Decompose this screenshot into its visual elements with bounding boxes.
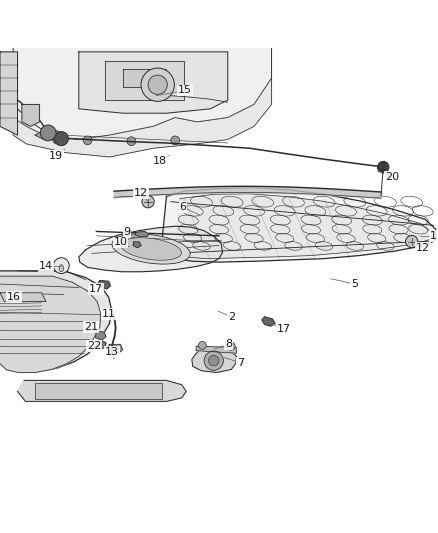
Text: 12: 12 xyxy=(416,243,430,253)
Polygon shape xyxy=(0,271,112,372)
Circle shape xyxy=(148,75,167,94)
Circle shape xyxy=(378,161,389,173)
Circle shape xyxy=(171,136,180,145)
Text: 22: 22 xyxy=(87,341,101,351)
Text: 11: 11 xyxy=(102,309,116,319)
Circle shape xyxy=(204,351,223,370)
Text: 2: 2 xyxy=(228,312,235,322)
Text: 19: 19 xyxy=(49,151,63,161)
Ellipse shape xyxy=(59,265,64,272)
Text: 17: 17 xyxy=(277,324,291,334)
Polygon shape xyxy=(13,47,272,140)
Polygon shape xyxy=(0,293,46,302)
Polygon shape xyxy=(18,381,186,401)
Polygon shape xyxy=(107,344,123,353)
Polygon shape xyxy=(378,162,385,171)
Circle shape xyxy=(227,342,235,350)
Circle shape xyxy=(53,258,69,273)
Text: 7: 7 xyxy=(237,358,244,368)
Polygon shape xyxy=(35,131,66,140)
Text: 13: 13 xyxy=(105,347,119,357)
Polygon shape xyxy=(22,104,39,126)
Circle shape xyxy=(142,196,154,208)
Circle shape xyxy=(53,135,61,144)
Polygon shape xyxy=(79,52,228,113)
Text: 17: 17 xyxy=(89,284,103,294)
Polygon shape xyxy=(0,52,18,135)
Circle shape xyxy=(54,132,68,146)
Polygon shape xyxy=(97,340,106,349)
Text: 5: 5 xyxy=(351,279,358,289)
Polygon shape xyxy=(123,69,166,87)
Polygon shape xyxy=(79,226,223,272)
Circle shape xyxy=(141,68,174,101)
Bar xyxy=(35,383,162,399)
Circle shape xyxy=(83,136,92,145)
Ellipse shape xyxy=(112,234,190,264)
Text: 1: 1 xyxy=(430,231,437,241)
Text: 12: 12 xyxy=(134,188,148,198)
Polygon shape xyxy=(95,332,106,340)
Polygon shape xyxy=(196,346,237,353)
Polygon shape xyxy=(0,276,101,373)
Circle shape xyxy=(127,137,136,146)
Circle shape xyxy=(208,356,219,366)
Text: 18: 18 xyxy=(153,156,167,166)
Text: 14: 14 xyxy=(39,261,53,271)
Polygon shape xyxy=(162,188,436,262)
Polygon shape xyxy=(13,78,272,157)
Polygon shape xyxy=(175,194,431,259)
Text: 15: 15 xyxy=(178,85,192,95)
Polygon shape xyxy=(105,61,184,100)
Circle shape xyxy=(40,125,56,141)
Circle shape xyxy=(406,236,418,248)
Polygon shape xyxy=(98,280,110,289)
Text: 8: 8 xyxy=(225,340,232,350)
Polygon shape xyxy=(192,350,237,373)
Polygon shape xyxy=(135,231,149,237)
Polygon shape xyxy=(133,242,141,248)
Circle shape xyxy=(198,342,206,349)
Text: 16: 16 xyxy=(7,292,21,302)
Text: 9: 9 xyxy=(124,228,131,237)
Text: 20: 20 xyxy=(385,172,399,182)
Text: 21: 21 xyxy=(84,322,98,332)
Text: 10: 10 xyxy=(113,237,127,247)
Text: 6: 6 xyxy=(180,203,187,212)
Polygon shape xyxy=(262,317,275,326)
Ellipse shape xyxy=(121,238,181,260)
